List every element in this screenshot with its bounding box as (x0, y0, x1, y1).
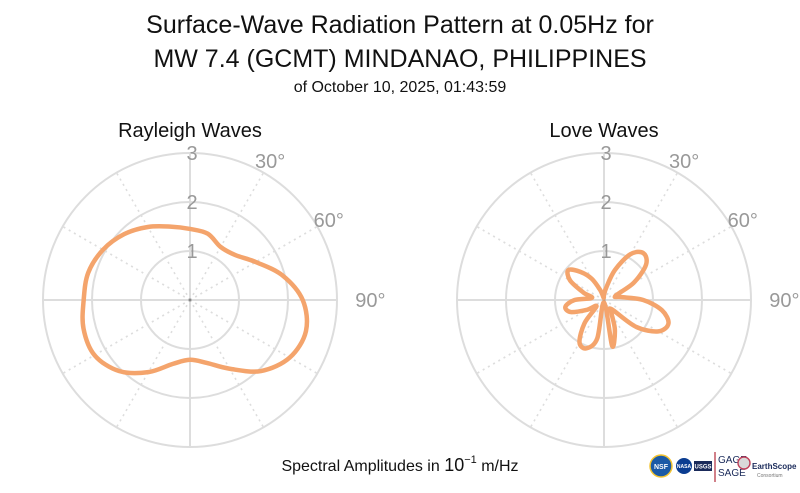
earthscope-logo: EarthScope Consortium (737, 456, 797, 479)
rayleigh-spoke (62, 299, 191, 375)
rayleigh-polar-chart: 1 2 3 30° 60° 90° (42, 143, 385, 448)
love-ring (554, 250, 654, 350)
love-spoke (603, 299, 732, 375)
earthscope-logo-subtext: Consortium (757, 473, 783, 479)
rayleigh-spoke (115, 299, 191, 428)
rayleigh-panel-title: Rayleigh Waves (118, 120, 262, 142)
love-radial-tick-label: 3 (600, 143, 611, 165)
sponsor-logos: NSF NASA USGS GAGE SAGE EarthScope Conso… (649, 452, 797, 482)
rayleigh-ring (140, 250, 240, 350)
rayleigh-angle-tick-label: 60° (314, 210, 344, 232)
rayleigh-center-dot (188, 298, 192, 302)
figure-subtitle: of October 10, 2025, 01:43:59 (294, 79, 507, 96)
love-angle-tick-label: 30° (669, 151, 699, 173)
love-panel-title: Love Waves (549, 120, 658, 142)
love-ring (505, 201, 703, 399)
rayleigh-radial-tick-label: 2 (186, 192, 197, 214)
love-polar-chart: 1 2 3 30° 60° 90° (456, 143, 799, 448)
amplitude-unit-label: Spectral Amplitudes in 10−1 m/Hz (281, 454, 518, 475)
love-spoke (476, 225, 605, 301)
rayleigh-radial-tick-label: 3 (186, 143, 197, 165)
love-angle-tick-label: 90° (769, 290, 799, 312)
gage-logo-text: GAGE (718, 455, 747, 466)
love-angle-tick-label: 60° (728, 210, 758, 232)
love-spoke (603, 172, 679, 301)
love-radial-tick-label: 1 (600, 241, 611, 263)
unit-label-suffix: m/Hz (477, 458, 519, 475)
unit-label-prefix: Spectral Amplitudes in (281, 458, 444, 475)
rayleigh-spoke (62, 225, 191, 301)
love-spoke (529, 299, 605, 428)
rayleigh-spoke (189, 299, 265, 428)
figure-title-line1: Surface-Wave Radiation Pattern at 0.05Hz… (146, 11, 654, 39)
love-spoke (603, 299, 679, 428)
nsf-logo: NSF (649, 454, 673, 478)
gage-sage-logo: GAGE SAGE (718, 455, 747, 479)
unit-label-base: 10 (444, 455, 464, 475)
rayleigh-amplitude-curve (80, 223, 310, 376)
rayleigh-spoke (189, 299, 318, 375)
rayleigh-spoke (189, 172, 265, 301)
rayleigh-ring (42, 152, 338, 448)
rayleigh-spoke (115, 172, 191, 301)
nasa-logo: NASA (676, 458, 692, 474)
rayleigh-ring (91, 201, 289, 399)
earthscope-logo-text: EarthScope (752, 462, 797, 471)
nasa-logo-text: NASA (677, 464, 692, 470)
rayleigh-angle-tick-label: 90° (355, 290, 385, 312)
figure-title-line2: MW 7.4 (GCMT) MINDANAO, PHILIPPINES (153, 45, 646, 73)
usgs-logo: USGS (694, 461, 712, 471)
love-ring (456, 152, 752, 448)
sage-logo-text: SAGE (718, 468, 746, 479)
unit-label-exponent: −1 (464, 454, 477, 466)
love-amplitude-curve (563, 249, 671, 351)
usgs-logo-text: USGS (694, 465, 711, 471)
rayleigh-angle-tick-label: 30° (255, 151, 285, 173)
nsf-logo-text: NSF (654, 464, 669, 471)
rayleigh-radial-tick-label: 1 (186, 241, 197, 263)
love-radial-tick-label: 2 (600, 192, 611, 214)
